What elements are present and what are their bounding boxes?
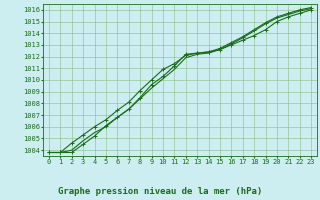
Text: Graphe pression niveau de la mer (hPa): Graphe pression niveau de la mer (hPa) [58,187,262,196]
